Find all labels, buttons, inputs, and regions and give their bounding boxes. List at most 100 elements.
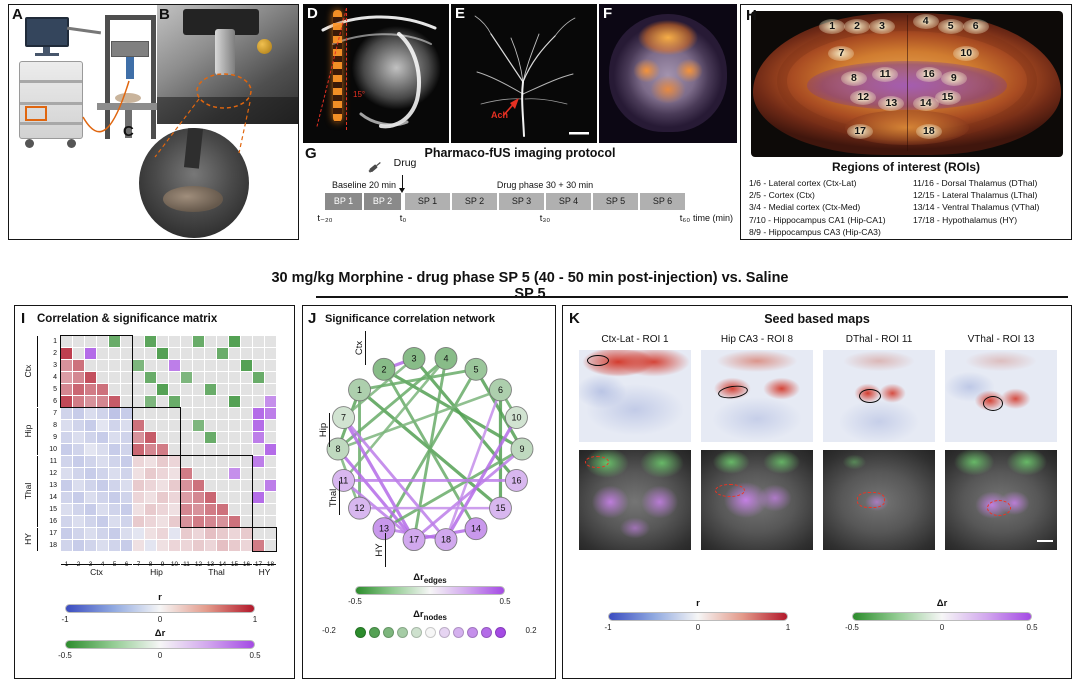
matrix-cell	[193, 492, 204, 503]
matrix-group-bracket-left	[37, 408, 39, 455]
matrix-cell	[169, 444, 180, 455]
matrix-cell	[133, 492, 144, 503]
seed-correlation-map	[579, 350, 691, 442]
matrix-cell	[229, 348, 240, 359]
matrix-cell	[169, 480, 180, 491]
matrix-cell	[253, 468, 264, 479]
matrix-cell	[217, 432, 228, 443]
matrix-cell	[145, 408, 156, 419]
matrix-cell	[229, 444, 240, 455]
matrix-cell	[253, 336, 264, 347]
matrix-cell	[97, 480, 108, 491]
network-group-thal: Thal	[328, 481, 340, 515]
matrix-cell	[133, 408, 144, 419]
node-legend-dot	[452, 627, 464, 639]
matrix-cell	[121, 420, 132, 431]
matrix-cell	[229, 528, 240, 539]
matrix-cell	[61, 540, 72, 551]
network-node-label: 10	[511, 413, 521, 423]
matrix-cell	[61, 456, 72, 467]
k-dr-colorbar-label: Δr	[936, 598, 948, 609]
setup-photo	[157, 5, 298, 124]
nodes-legend-min: -0.2	[322, 626, 336, 635]
matrix-cell	[61, 444, 72, 455]
matrix-cell	[97, 432, 108, 443]
matrix-cell	[181, 360, 192, 371]
protocol-block-sp-2: SP 2	[452, 193, 497, 210]
atlas-region-patch	[934, 90, 961, 106]
atlas-roi-number: 16	[922, 67, 935, 80]
panel-label-e: E	[455, 5, 466, 22]
matrix-cell	[253, 384, 264, 395]
node-legend-dot	[424, 627, 436, 639]
cart-shelf	[20, 122, 82, 125]
matrix-cell	[97, 492, 108, 503]
matrix-cell	[205, 444, 216, 455]
matrix-cell	[217, 516, 228, 527]
matrix-cell	[229, 432, 240, 443]
matrix-cell	[157, 504, 168, 515]
matrix-cell	[109, 360, 120, 371]
network-node-label: 12	[355, 503, 365, 513]
matrix-cell	[265, 336, 276, 347]
panel-label-a: A	[12, 6, 23, 23]
panel-label-d: D	[307, 5, 318, 22]
matrix-cell	[169, 492, 180, 503]
roi-legend-right-column: 11/16 - Dorsal Thalamus (DThal) 12/15 - L…	[913, 177, 1069, 226]
time-tick-label: t₀	[399, 213, 407, 224]
network-node	[434, 346, 458, 370]
atlas-midline	[907, 15, 908, 152]
matrix-cell	[61, 348, 72, 359]
matrix-col-tick: 15	[230, 561, 239, 568]
dr-colorbar-mid: 0	[157, 651, 163, 660]
protocol-block-bp-2: BP 2	[364, 193, 401, 210]
matrix-cell	[133, 468, 144, 479]
protocol-panel: G Pharmaco-fUS imaging protocol Drug Bas…	[303, 145, 737, 241]
matrix-cell	[109, 540, 120, 551]
matrix-group-label-left: Ctx	[23, 364, 33, 378]
vessel-tree	[474, 15, 589, 137]
atlas-roi-number: 5	[947, 19, 954, 32]
network-node	[372, 357, 396, 381]
purple-overlay	[701, 450, 813, 550]
matrix-col-tick: 12	[194, 561, 203, 568]
matrix-cell	[265, 360, 276, 371]
matrix-cell	[193, 348, 204, 359]
matrix-cell	[145, 396, 156, 407]
k-r-min: -1	[604, 623, 612, 632]
nodes-legend-max: 0.2	[525, 626, 537, 635]
matrix-cell	[97, 396, 108, 407]
seed-delta-map	[701, 450, 813, 550]
matrix-cell	[157, 372, 168, 383]
matrix-cell	[181, 528, 192, 539]
matrix-cell	[193, 384, 204, 395]
matrix-cell	[121, 504, 132, 515]
matrix-cell	[109, 336, 120, 347]
matrix-cell	[97, 540, 108, 551]
matrix-cell	[85, 408, 96, 419]
protocol-block-sp-6: SP 6	[640, 193, 685, 210]
matrix-cell	[217, 384, 228, 395]
matrix-cell	[157, 420, 168, 431]
atlas-region-patch	[872, 66, 899, 82]
network-node	[348, 496, 371, 520]
k-dr-colorbar	[852, 612, 1032, 621]
network-node-label: 5	[473, 364, 478, 374]
matrix-cell	[121, 516, 132, 527]
protocol-block-bp-1: BP 1	[325, 193, 362, 210]
photo-floor-shadow	[157, 97, 298, 124]
matrix-cell	[217, 372, 228, 383]
mouse-photo-circle	[139, 128, 249, 238]
drug-injection-label: Drug	[393, 157, 417, 169]
syringe-icon	[368, 162, 381, 173]
matrix-cell	[109, 444, 120, 455]
scale-bar	[569, 132, 589, 135]
frame-post	[151, 15, 156, 139]
matrix-cell	[181, 372, 192, 383]
atlas-region-patch	[940, 71, 967, 87]
matrix-cell	[265, 432, 276, 443]
node-legend-dot	[396, 627, 408, 639]
panel-label-k: K	[569, 310, 580, 327]
protocol-time-axis: t₋₂₀ t₀ t₃₀ t₆₀ time (min)	[303, 213, 737, 227]
